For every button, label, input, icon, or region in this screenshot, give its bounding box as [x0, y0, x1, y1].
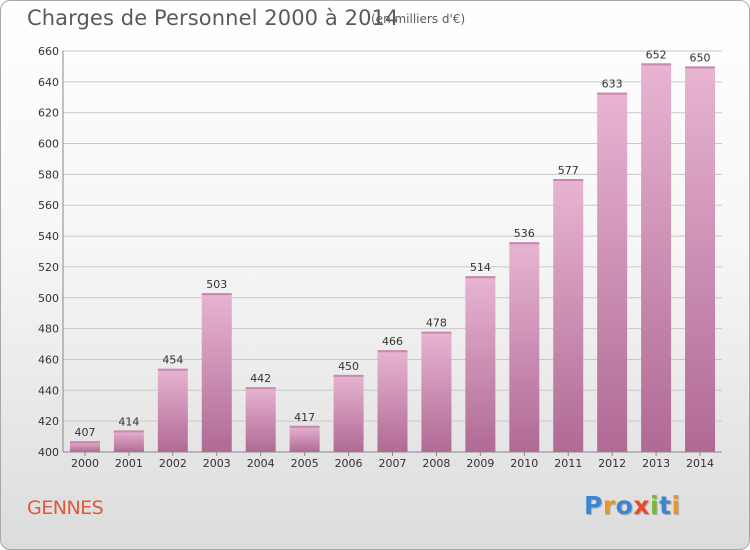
x-tick-label: 2006	[335, 457, 363, 470]
labels-layer: 407 414 454 503 442 417 450 466 478 514 536 577 633 6…	[74, 48, 710, 439]
y-tick-label: 480	[38, 323, 59, 336]
x-tick-label: 2000	[71, 457, 99, 470]
x-tick-label: 2001	[115, 457, 143, 470]
y-tick-label: 440	[38, 384, 59, 397]
y-tick-label: 540	[38, 230, 59, 243]
data-label: 407	[74, 426, 95, 439]
x-tick-label: 2011	[554, 457, 582, 470]
bar	[641, 63, 672, 452]
bar-top-edge	[685, 66, 716, 69]
x-tick-label: 2003	[203, 457, 231, 470]
data-label: 536	[514, 227, 535, 240]
logo-letter: i	[671, 491, 681, 520]
bar-top-edge	[641, 63, 672, 66]
data-label: 577	[558, 164, 579, 177]
bar	[333, 374, 364, 452]
x-tick-label: 2002	[159, 457, 187, 470]
bar	[289, 425, 320, 452]
logo-letter: P	[584, 491, 603, 520]
x-tick-label: 2010	[510, 457, 538, 470]
bar	[201, 293, 232, 452]
logo-letter: t	[659, 491, 672, 520]
bar-top-edge	[245, 387, 276, 390]
bar-top-edge	[157, 368, 188, 371]
bar	[597, 92, 628, 453]
proxiti-logo: Proxiti	[584, 491, 681, 520]
data-label: 650	[690, 51, 711, 64]
x-tick-label: 2007	[379, 457, 407, 470]
x-tick-label: 2013	[642, 457, 670, 470]
bar	[377, 350, 408, 452]
data-label: 478	[426, 317, 447, 330]
data-label: 414	[118, 415, 139, 428]
x-tick-label: 2012	[598, 457, 626, 470]
x-tick-label: 2005	[291, 457, 319, 470]
y-tick-label: 420	[38, 415, 59, 428]
bar-top-edge	[509, 242, 540, 245]
data-label: 652	[646, 48, 667, 61]
bar	[553, 179, 584, 452]
y-tick-label: 500	[38, 292, 59, 305]
bar	[421, 331, 452, 452]
bar-top-edge	[201, 293, 232, 296]
data-label: 514	[470, 261, 491, 274]
bar	[465, 276, 496, 452]
x-tick-label: 2008	[422, 457, 450, 470]
bar	[69, 441, 100, 452]
bar-top-edge	[289, 425, 320, 428]
data-label: 503	[206, 278, 227, 291]
x-tick-label: 2014	[686, 457, 714, 470]
y-tick-label: 620	[38, 107, 59, 120]
bar	[509, 242, 540, 452]
bar	[245, 387, 276, 452]
data-label: 454	[162, 354, 183, 367]
y-tick-label: 560	[38, 199, 59, 212]
bars-layer	[69, 63, 716, 453]
y-tick-label: 660	[38, 45, 59, 58]
chart-subtitle: (en milliers d'€)	[371, 12, 466, 26]
bar-top-edge	[113, 430, 144, 433]
y-tick-label: 600	[38, 138, 59, 151]
data-label: 633	[602, 78, 623, 91]
y-tick-label: 640	[38, 76, 59, 89]
x-tick-label: 2004	[247, 457, 275, 470]
x-tick-label: 2009	[466, 457, 494, 470]
bar-top-edge	[597, 92, 628, 95]
bar-top-edge	[553, 179, 584, 182]
bar-top-edge	[69, 441, 100, 444]
logo-letter: o	[615, 491, 634, 520]
bar	[685, 66, 716, 452]
data-label: 417	[294, 411, 315, 424]
axis-layer: 400 420 440 460 480 500 520 540 560 580 600 620 640 6…	[38, 45, 722, 470]
data-label: 466	[382, 335, 403, 348]
y-tick-label: 580	[38, 168, 59, 181]
bar	[157, 368, 188, 452]
chart-title: Charges de Personnel 2000 à 2014	[27, 6, 399, 30]
data-label: 442	[250, 372, 271, 385]
bar-top-edge	[377, 350, 408, 353]
town-name: GENNES	[27, 497, 104, 519]
bar-top-edge	[421, 331, 452, 334]
bar-top-edge	[333, 374, 364, 377]
y-tick-label: 460	[38, 353, 59, 366]
data-label: 450	[338, 360, 359, 373]
y-tick-label: 400	[38, 446, 59, 459]
bar-top-edge	[465, 276, 496, 279]
logo-letter: r	[602, 491, 616, 520]
logo-letter: x	[633, 491, 650, 520]
y-tick-label: 520	[38, 261, 59, 274]
logo-letter: i	[650, 491, 660, 520]
bar	[113, 430, 144, 452]
